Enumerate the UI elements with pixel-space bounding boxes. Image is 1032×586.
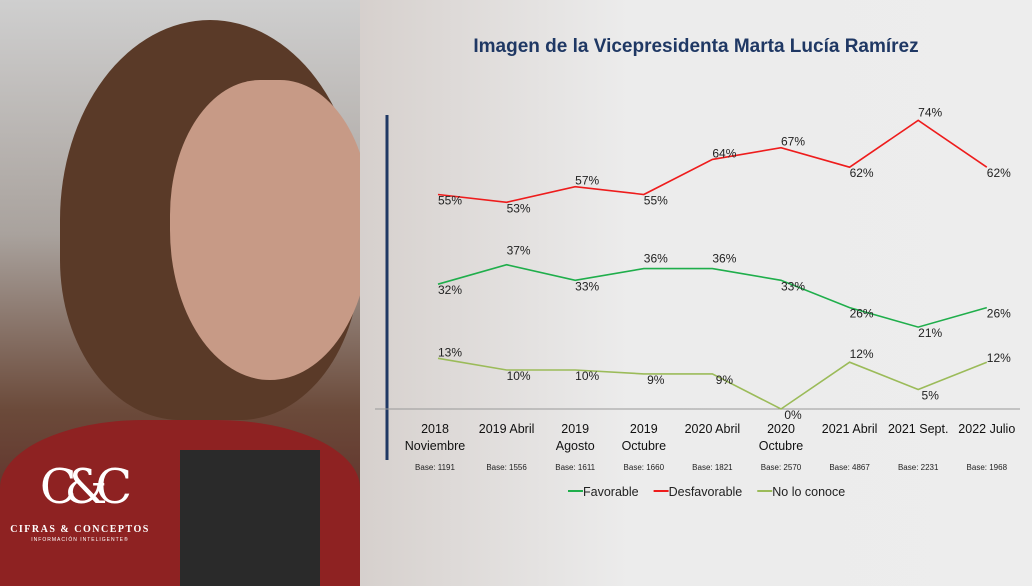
data-label: 67% — [781, 135, 805, 149]
data-label: 9% — [716, 373, 734, 387]
photo-overlay — [360, 0, 1032, 586]
x-tick-label: 2019 — [630, 422, 658, 436]
series-line-no-lo-conoce — [437, 357, 988, 410]
logo-name: CIFRAS & CONCEPTOS — [10, 524, 150, 535]
data-label: 62% — [987, 166, 1011, 180]
data-label: 21% — [918, 326, 942, 340]
x-tick-label: Noviembre — [405, 439, 465, 453]
data-label: 32% — [438, 283, 462, 297]
data-label: 37% — [507, 244, 531, 258]
data-label: 64% — [712, 146, 736, 160]
data-label: 53% — [507, 201, 531, 215]
data-label: 13% — [438, 345, 462, 359]
x-tick-label: 2021 Abril — [822, 422, 878, 436]
x-tick-label: 2022 Julio — [958, 422, 1015, 436]
data-label: 36% — [644, 252, 668, 266]
x-tick-label: Octubre — [622, 439, 667, 453]
data-label: 26% — [987, 307, 1011, 321]
data-label: 10% — [507, 369, 531, 383]
background-photo — [0, 0, 360, 586]
x-tick-label: 2019 — [561, 422, 589, 436]
photo-shirt — [180, 450, 320, 586]
data-label: 12% — [987, 351, 1011, 365]
data-label: 36% — [712, 252, 736, 266]
logo-tagline: INFORMACIÓN INTELIGENTE® — [31, 537, 129, 543]
data-label: 10% — [575, 369, 599, 383]
x-tick-label: 2020 Abril — [685, 422, 741, 436]
x-tick-label: 2021 Sept. — [888, 422, 948, 436]
series-line-desfavorable — [437, 119, 988, 204]
data-label: 5% — [922, 389, 940, 403]
base-label: Base: 1821 — [692, 463, 733, 472]
data-label: 33% — [575, 279, 599, 293]
legend-label: Favorable — [583, 485, 639, 499]
data-label: 55% — [644, 194, 668, 208]
base-label: Base: 2570 — [761, 463, 802, 472]
data-label: 26% — [850, 307, 874, 321]
base-label: Base: 2231 — [898, 463, 939, 472]
data-label: 62% — [850, 166, 874, 180]
data-label: 74% — [918, 105, 942, 119]
x-tick-label: Agosto — [556, 439, 595, 453]
x-tick-label: 2018 — [421, 422, 449, 436]
series-line-favorable — [437, 263, 988, 328]
data-label: 12% — [850, 347, 874, 361]
logo-mark: C&C — [39, 459, 132, 515]
brand-logo: C&C CIFRAS & CONCEPTOS INFORMACIÓN INTEL… — [10, 462, 150, 543]
base-label: Base: 1968 — [967, 463, 1008, 472]
data-label: 57% — [575, 174, 599, 188]
x-tick-label: 2020 — [767, 422, 795, 436]
base-label: Base: 4867 — [829, 463, 870, 472]
legend-label: No lo conoce — [772, 485, 845, 499]
chart-title: Imagen de la Vicepresidenta Marta Lucía … — [473, 36, 919, 57]
base-label: Base: 1191 — [415, 463, 455, 472]
legend-label: Desfavorable — [669, 485, 743, 499]
data-label: 9% — [647, 373, 665, 387]
base-label: Base: 1556 — [486, 463, 527, 472]
data-label: 33% — [781, 279, 805, 293]
x-tick-label: Octubre — [759, 439, 804, 453]
data-label: 55% — [438, 194, 462, 208]
photo-face — [170, 80, 360, 380]
data-label: 0% — [784, 408, 802, 422]
base-label: Base: 1611 — [555, 463, 595, 472]
x-tick-label: 2019 Abril — [479, 422, 535, 436]
base-label: Base: 1660 — [624, 463, 665, 472]
